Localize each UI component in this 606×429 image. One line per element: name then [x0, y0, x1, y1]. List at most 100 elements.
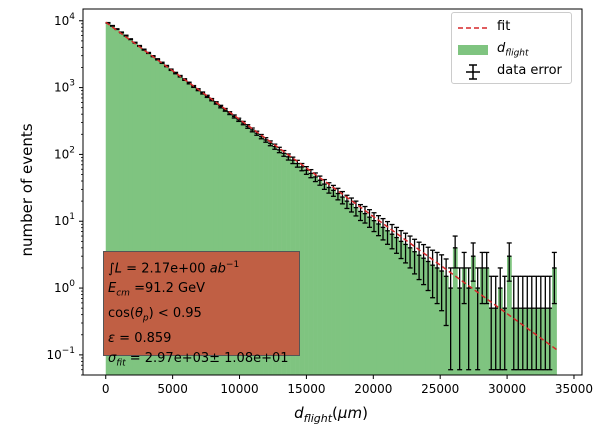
fit-info-box: ∫L = 2.17e+00 ab−1 Ecm =91.2 GeV cos(θp)… [103, 251, 300, 368]
error-bar [542, 275, 548, 371]
error-bar [430, 249, 436, 299]
histogram-bar [218, 106, 224, 375]
epsilon: ε [108, 331, 116, 347]
error-bar [484, 251, 490, 305]
histogram-bar [114, 29, 120, 376]
x-tick-label: 25000 [421, 382, 459, 396]
histogram-bar [425, 261, 431, 375]
energy-var: E [108, 280, 117, 296]
error-bar [488, 275, 494, 371]
legend-label-fit: fit [497, 19, 511, 34]
energy-sub: cm [116, 288, 130, 299]
luminosity-line: ∫L = 2.17e+00 ab−1 [108, 256, 295, 279]
errorbar-icon [466, 64, 480, 80]
histogram-bar [552, 267, 557, 375]
efficiency-value: = 0.859 [115, 331, 172, 347]
error-bar [511, 275, 517, 371]
error-bar [272, 143, 278, 150]
y-tick-label: 104 [54, 12, 75, 28]
energy-line: Ecm =91.2 GeV [108, 279, 295, 304]
error-bar [303, 165, 309, 175]
error-bar [547, 275, 553, 371]
histogram-bar [241, 123, 246, 375]
dflight-sub: flight [505, 48, 529, 59]
histogram-bar [177, 76, 183, 375]
sigma-sub: fit [116, 358, 126, 369]
histogram-bar [326, 187, 332, 375]
x-tick-label: 5000 [157, 382, 188, 396]
error-bar [520, 275, 526, 371]
error-bar [475, 267, 481, 371]
histogram-bar [168, 69, 174, 375]
x-tick-label: 0 [102, 382, 110, 396]
histogram-bar [439, 271, 445, 375]
histogram-bar [331, 190, 336, 375]
theta-sub: p [142, 313, 149, 324]
error-bar [403, 232, 409, 264]
error-bar [362, 205, 368, 224]
histogram-bar [146, 52, 152, 376]
error-bar [493, 275, 499, 371]
histogram-bar [317, 180, 323, 375]
histogram-bar [231, 116, 237, 375]
error-bar [461, 251, 467, 305]
error-bar [385, 220, 391, 245]
theta: θ [134, 305, 143, 321]
histogram-bar [353, 207, 359, 375]
error-bar [502, 275, 508, 371]
error-bar [434, 251, 440, 305]
histogram-bar [412, 251, 418, 375]
error-bar [371, 212, 377, 233]
angle-cut-line: cos(θp) < 0.95 [108, 304, 295, 329]
histogram-bar [452, 247, 458, 375]
histogram-bar [236, 119, 242, 376]
error-bar [538, 275, 544, 371]
x-axis: 0 5000 10000 15000 20000 25000 30000 35000 [102, 375, 593, 396]
x-tick-label: 20000 [354, 382, 392, 396]
error-bar [497, 267, 503, 371]
histogram-bar [484, 267, 490, 375]
x-tick-label: 30000 [488, 382, 526, 396]
histogram-bar [344, 201, 350, 375]
histogram-bar [380, 227, 386, 375]
histogram-bar [304, 170, 309, 375]
histogram-bar [119, 32, 125, 376]
histogram-bar [186, 83, 192, 376]
histogram-bar [407, 247, 413, 375]
histogram-bar [155, 59, 161, 375]
histogram-bar [105, 22, 111, 375]
integral-symbol: ∫ [108, 261, 115, 277]
error-bar [155, 58, 161, 61]
error-bar [457, 267, 463, 371]
error-bar [321, 178, 327, 191]
histogram-bar [313, 176, 318, 375]
histogram-bar [470, 256, 476, 375]
error-bar [110, 24, 116, 27]
histogram-bar [308, 173, 314, 375]
error-bar [389, 223, 395, 250]
error-bar [529, 275, 535, 371]
histogram-bar [403, 244, 409, 375]
histogram-bar [430, 265, 436, 375]
error-bar [348, 197, 354, 213]
histogram-bar [209, 99, 215, 375]
histogram-bar [173, 73, 179, 375]
error-bar [398, 229, 404, 260]
histogram-bar [376, 223, 382, 375]
histogram-bar [137, 45, 143, 375]
error-bar [506, 242, 512, 282]
histogram-bar [434, 267, 440, 375]
error-bar [366, 209, 372, 228]
error-bar [141, 48, 147, 51]
y-axis: 10−1 100 101 102 103 104 [46, 12, 83, 376]
error-bar [204, 94, 210, 99]
histogram-bar [461, 267, 467, 375]
sigma: σ [108, 350, 117, 366]
histogram-bar [128, 39, 134, 375]
lum-var: L [114, 261, 123, 277]
error-bar [515, 275, 521, 371]
error-bar [421, 243, 427, 286]
legend-item-dflight: dflight [452, 40, 573, 60]
y-tick-label: 10−1 [46, 346, 75, 362]
histogram-bar [299, 166, 305, 375]
